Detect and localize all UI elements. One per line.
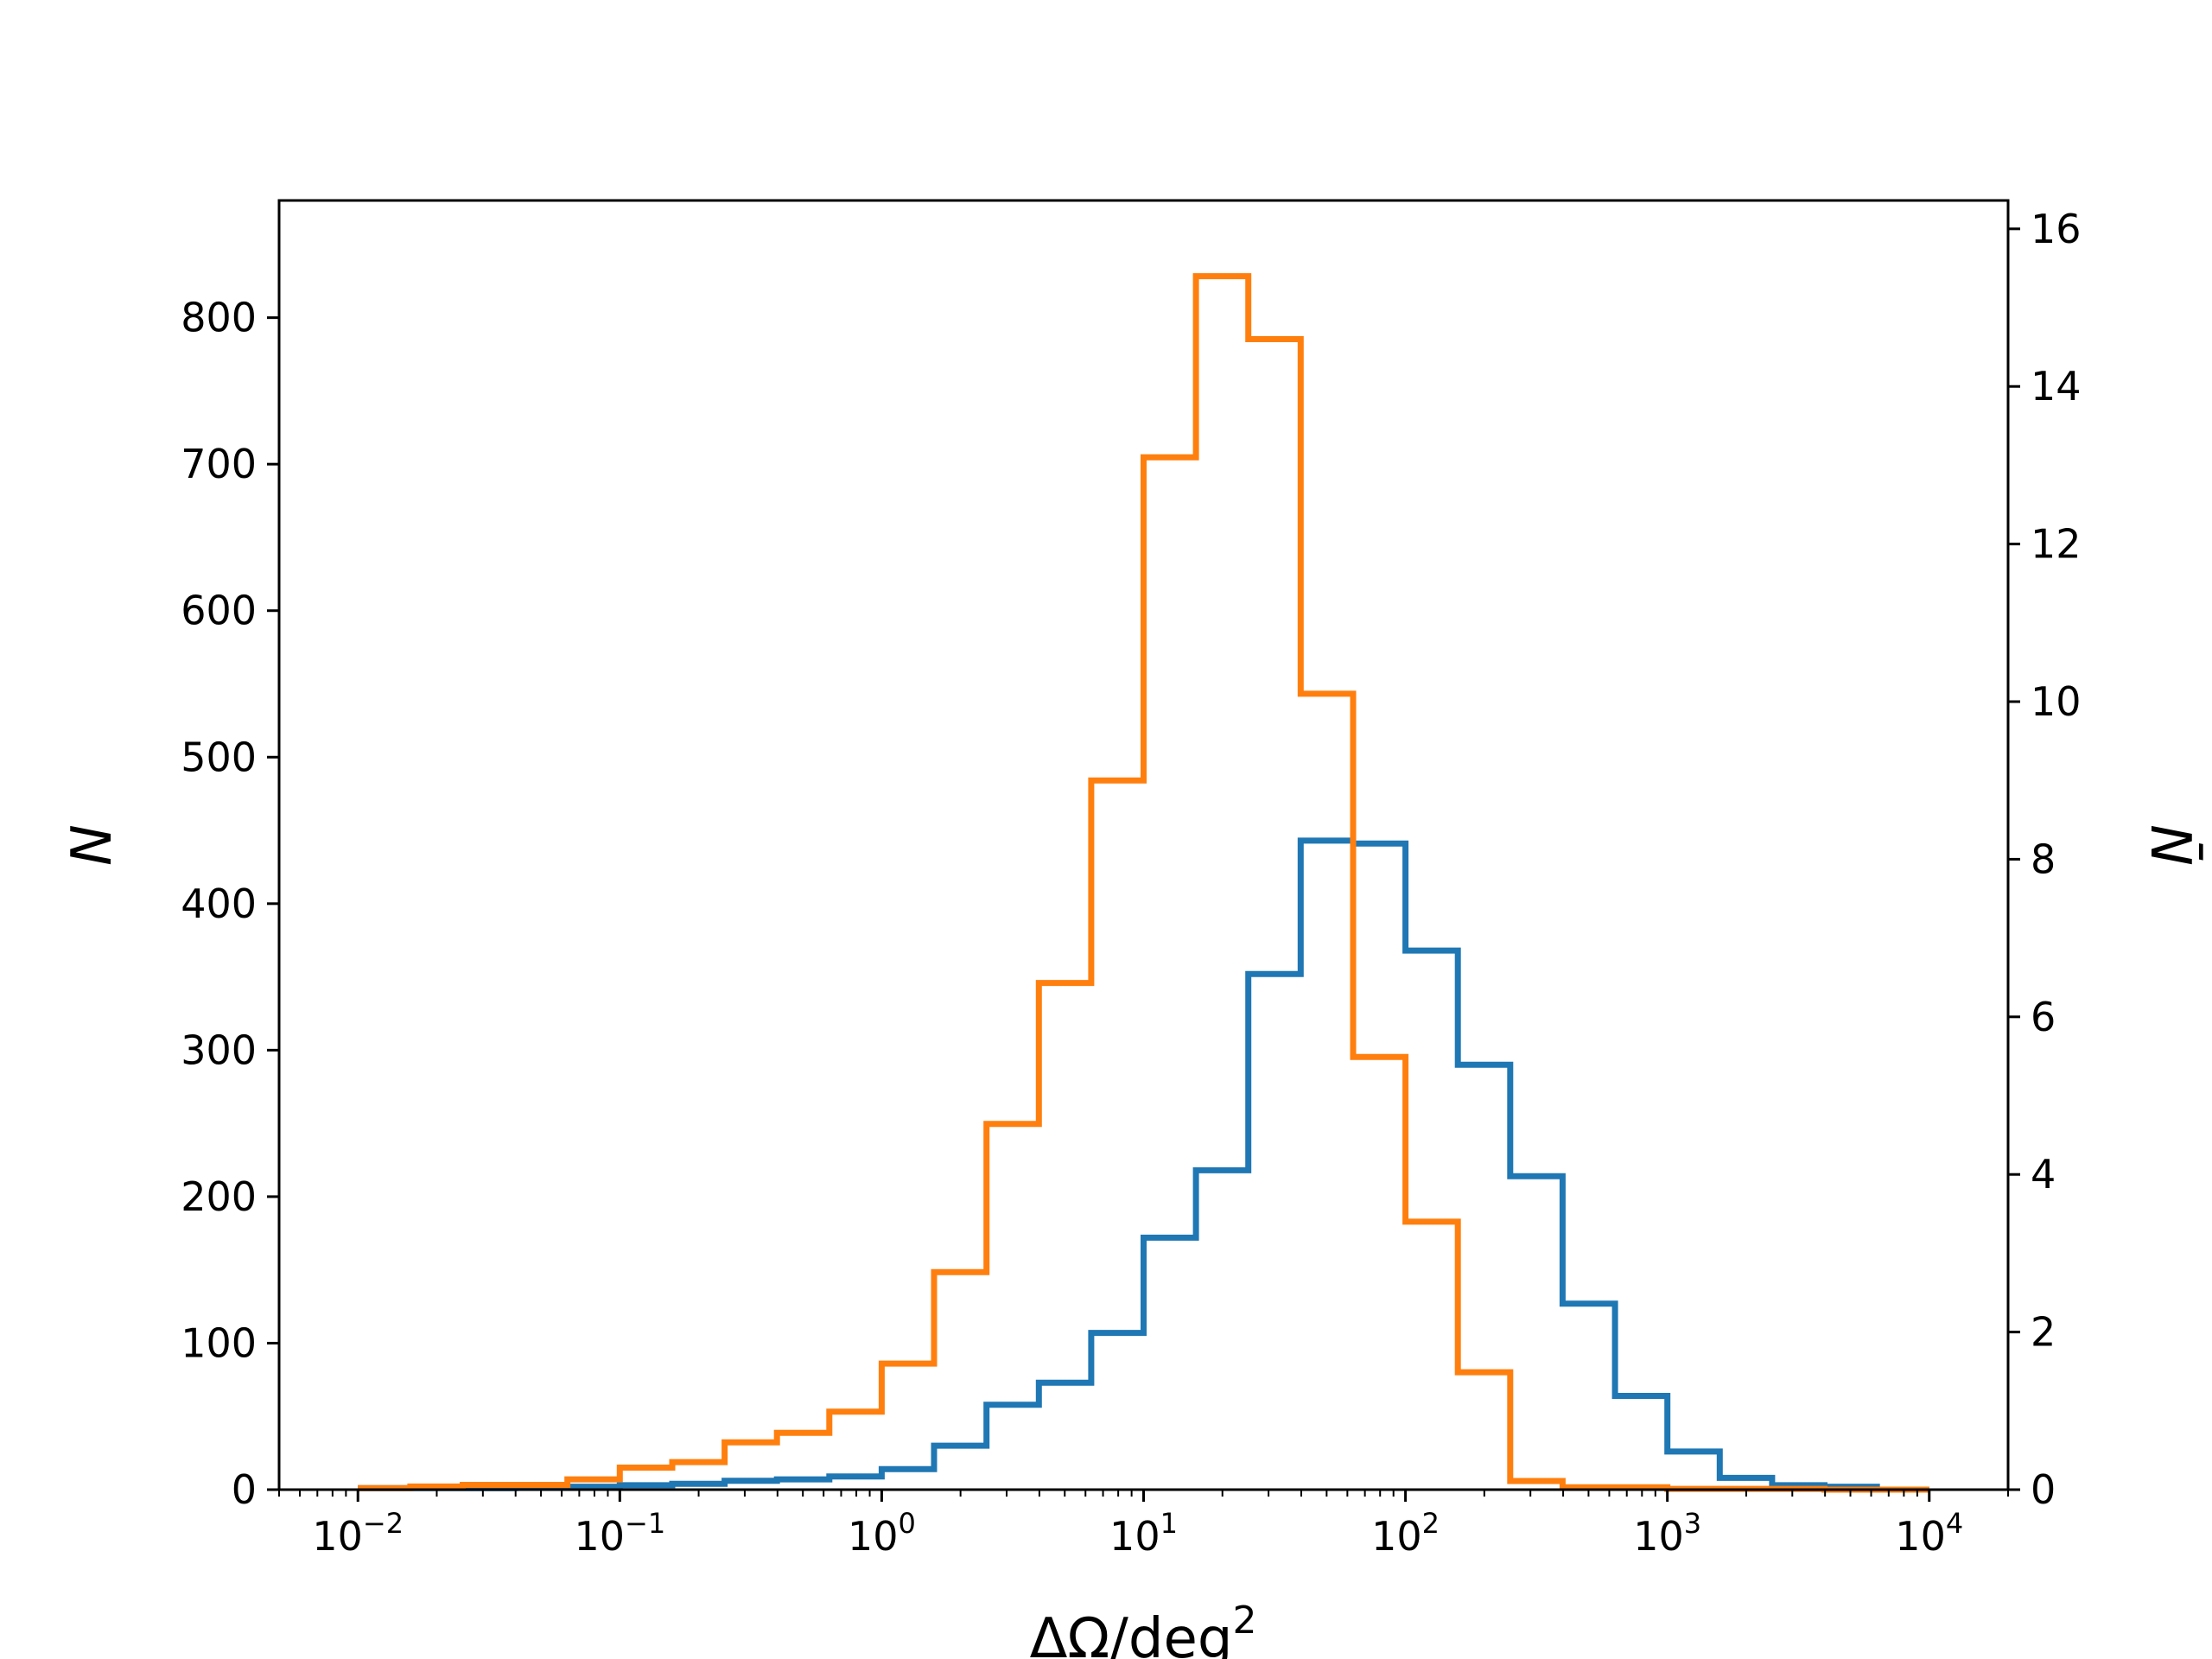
y-tick-label: 0 bbox=[232, 1466, 257, 1513]
x-tick-label: 101 bbox=[1109, 1507, 1178, 1560]
y-tick-label: 500 bbox=[181, 734, 257, 780]
y-tick-label: 600 bbox=[181, 588, 257, 634]
y-tick-label: 700 bbox=[181, 441, 257, 487]
x-axis-label: ΔΩ/deg2 bbox=[1030, 1599, 1257, 1659]
y2-tick-label: 14 bbox=[2031, 363, 2082, 410]
series-2-step-line bbox=[358, 273, 1929, 1493]
y2-tick-label: 0 bbox=[2031, 1466, 2056, 1513]
series-1-step-line bbox=[358, 837, 1929, 1493]
y-tick-label: 800 bbox=[181, 295, 257, 341]
y2-axis-label: N̄ bbox=[2138, 824, 2203, 866]
x-tick-label: 103 bbox=[1633, 1507, 1701, 1560]
y2-tick-label: 16 bbox=[2031, 206, 2082, 252]
y2-tick-label: 12 bbox=[2031, 521, 2082, 568]
y2-tick-label: 8 bbox=[2031, 836, 2056, 882]
y-tick-label: 100 bbox=[181, 1319, 257, 1366]
x-tick-label: 10−2 bbox=[312, 1507, 404, 1560]
x-tick-label: 104 bbox=[1895, 1507, 1963, 1560]
y-tick-label: 200 bbox=[181, 1173, 257, 1220]
x-tick-label: 102 bbox=[1371, 1507, 1440, 1560]
y2-tick-label: 2 bbox=[2031, 1309, 2056, 1356]
x-tick-label: 10−1 bbox=[574, 1507, 665, 1560]
y2-tick-label: 4 bbox=[2031, 1151, 2056, 1198]
y-axis-label: N bbox=[60, 824, 124, 866]
y2-tick-label: 6 bbox=[2031, 994, 2056, 1040]
x-tick-label: 100 bbox=[848, 1507, 916, 1560]
y2-tick-label: 10 bbox=[2031, 678, 2082, 725]
y-tick-label: 400 bbox=[181, 880, 257, 927]
y-tick-label: 300 bbox=[181, 1027, 257, 1073]
